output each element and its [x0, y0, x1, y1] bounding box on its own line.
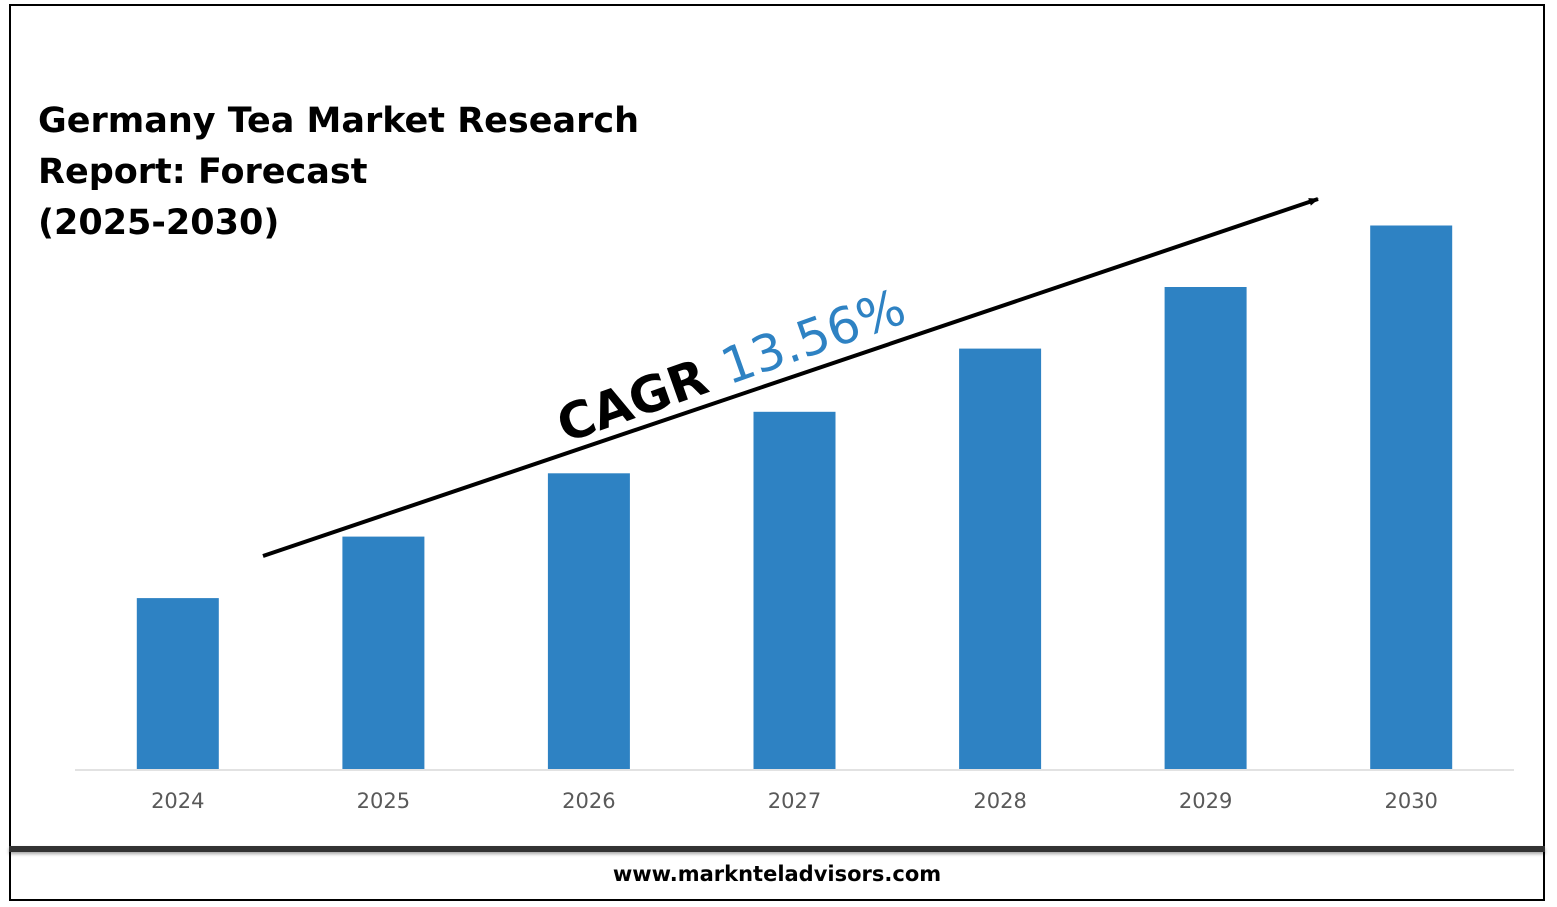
bar-2026	[547, 473, 630, 769]
x-tick-2030: 2030	[1384, 789, 1437, 813]
cagr-annotation: CAGR 13.56%	[550, 278, 913, 454]
bars-group	[136, 225, 1453, 769]
x-tick-2024: 2024	[151, 789, 204, 813]
title-line-3: (2025-2030)	[38, 203, 280, 243]
bar-2029	[1164, 287, 1247, 769]
x-tick-2026: 2026	[562, 789, 615, 813]
x-tick-2029: 2029	[1179, 789, 1232, 813]
x-axis-ticks: 2024 2025 2026 2027 2028 2029 2030	[151, 789, 1438, 813]
x-tick-2028: 2028	[973, 789, 1026, 813]
title-line-2: Report: Forecast	[38, 152, 368, 192]
chart-frame	[9, 4, 1545, 901]
title-line-1: Germany Tea Market Research	[38, 101, 639, 141]
bar-2027	[753, 411, 836, 769]
bar-2030	[1370, 225, 1453, 769]
x-tick-2027: 2027	[768, 789, 821, 813]
footer-divider	[9, 846, 1545, 852]
chart-title: Germany Tea Market Research Report: Fore…	[38, 96, 658, 249]
bar-2028	[959, 348, 1042, 769]
bar-2024	[136, 598, 219, 769]
cagr-label: CAGR	[550, 348, 715, 454]
bar-2025	[342, 536, 425, 769]
cagr-trend-arrow	[262, 197, 1319, 558]
footer-url: www.marknteladvisors.com	[612, 862, 942, 886]
x-tick-2025: 2025	[357, 789, 410, 813]
cagr-value: 13.56%	[714, 278, 913, 396]
